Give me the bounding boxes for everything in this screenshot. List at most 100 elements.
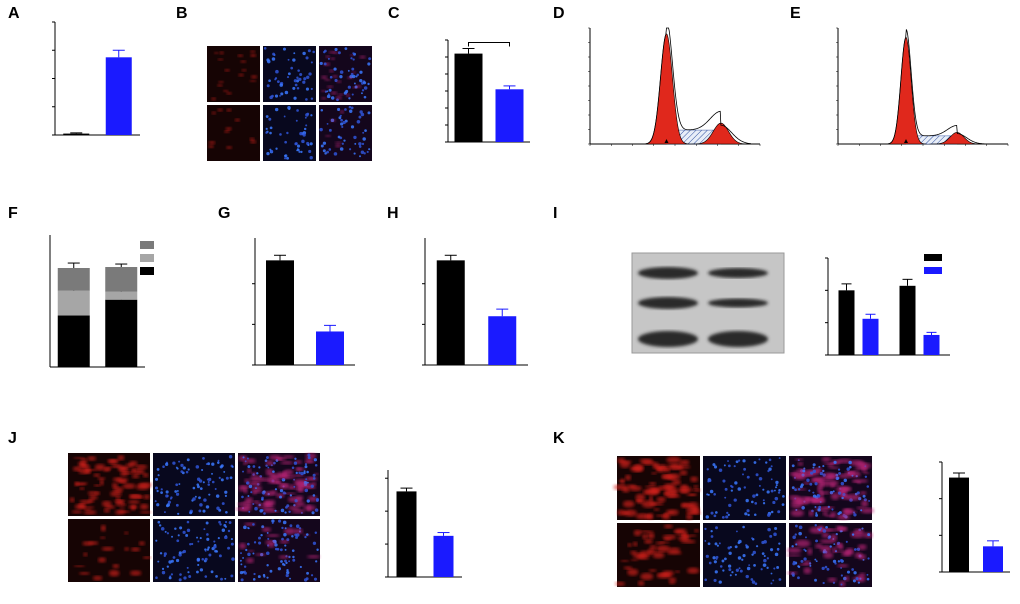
nucleus <box>840 566 843 569</box>
nucleus <box>794 488 797 492</box>
nucleus <box>792 573 795 577</box>
nucleus <box>183 576 187 580</box>
nucleus <box>837 491 842 495</box>
stain <box>644 485 657 489</box>
nucleus <box>359 110 363 114</box>
nucleus <box>252 523 255 526</box>
nucleus <box>280 560 283 563</box>
nucleus <box>163 552 167 556</box>
stain <box>813 467 823 473</box>
nucleus <box>763 540 767 544</box>
nucleus <box>228 521 232 524</box>
stain <box>246 557 254 564</box>
nucleus <box>274 547 278 551</box>
nucleus <box>296 76 299 79</box>
stain <box>268 476 279 483</box>
cell-signal <box>613 456 701 520</box>
nucleus <box>361 142 365 146</box>
nucleus <box>275 69 279 74</box>
nucleus <box>255 487 257 490</box>
nucleus <box>746 509 750 513</box>
stain <box>656 496 666 503</box>
nucleus <box>157 474 160 477</box>
stain <box>803 481 812 485</box>
nucleus <box>306 75 310 79</box>
nucleus <box>300 471 304 476</box>
nucleus <box>326 122 329 125</box>
nucleus <box>706 468 709 471</box>
nucleus <box>705 515 709 519</box>
nucleus <box>730 489 733 492</box>
nucleus <box>726 511 729 514</box>
stain <box>304 461 315 464</box>
nucleus <box>716 544 719 547</box>
nucleus <box>310 114 313 117</box>
panel-label-k: K <box>553 430 565 447</box>
nucleus <box>724 496 727 499</box>
stain <box>226 108 232 112</box>
nucleus <box>313 458 317 462</box>
nucleus <box>274 94 279 98</box>
nucleus <box>866 573 869 576</box>
nucleus <box>358 115 362 119</box>
nucleus <box>164 511 166 514</box>
nucleus <box>170 496 173 499</box>
nucleus <box>841 496 844 500</box>
micrograph-image <box>319 105 372 161</box>
nucleus <box>307 49 311 53</box>
stain <box>250 140 257 144</box>
stain <box>138 495 144 499</box>
stain <box>294 501 305 507</box>
micrograph-image <box>613 456 701 520</box>
nucleus <box>305 533 309 536</box>
legend-swatch <box>924 254 942 261</box>
stain <box>276 457 287 461</box>
nucleus <box>221 502 225 506</box>
nucleus <box>752 550 757 555</box>
stain <box>690 476 698 483</box>
nucleus <box>763 554 766 558</box>
stain <box>810 499 825 505</box>
nucleus <box>814 506 817 508</box>
nucleus <box>846 570 851 574</box>
nucleus <box>269 126 273 130</box>
stain <box>665 509 679 516</box>
stain <box>653 508 660 511</box>
nucleus <box>213 544 217 549</box>
nucleus <box>337 135 341 139</box>
nucleus <box>297 148 300 152</box>
nucleus <box>734 481 738 485</box>
stain <box>124 531 129 535</box>
micrograph-image <box>153 453 235 516</box>
nucleus <box>361 89 365 92</box>
stain <box>101 546 114 551</box>
nucleus <box>323 62 327 66</box>
nucleus <box>305 577 309 581</box>
nucleus <box>266 84 270 88</box>
stain <box>218 80 224 84</box>
stain <box>639 458 653 464</box>
nucleus <box>305 478 308 481</box>
nucleus <box>176 467 179 470</box>
nucleus <box>301 139 305 144</box>
nucleus <box>714 570 718 574</box>
stain <box>666 456 681 464</box>
nucleus <box>768 467 772 471</box>
nucleus <box>746 566 751 571</box>
nucleus <box>227 529 231 533</box>
protein-band <box>708 298 768 308</box>
nucleus <box>857 581 861 584</box>
stain <box>99 479 104 486</box>
nucleus <box>727 546 731 550</box>
nucleus <box>832 559 837 564</box>
nucleus <box>715 526 718 530</box>
nucleus <box>274 509 277 512</box>
nucleus <box>165 490 169 494</box>
cell-signal <box>69 455 152 515</box>
nucleus <box>334 47 338 52</box>
nucleus <box>261 525 265 529</box>
nucleus <box>310 484 314 488</box>
nucleus <box>356 73 360 77</box>
nucleus <box>347 69 350 72</box>
stain <box>837 526 847 532</box>
